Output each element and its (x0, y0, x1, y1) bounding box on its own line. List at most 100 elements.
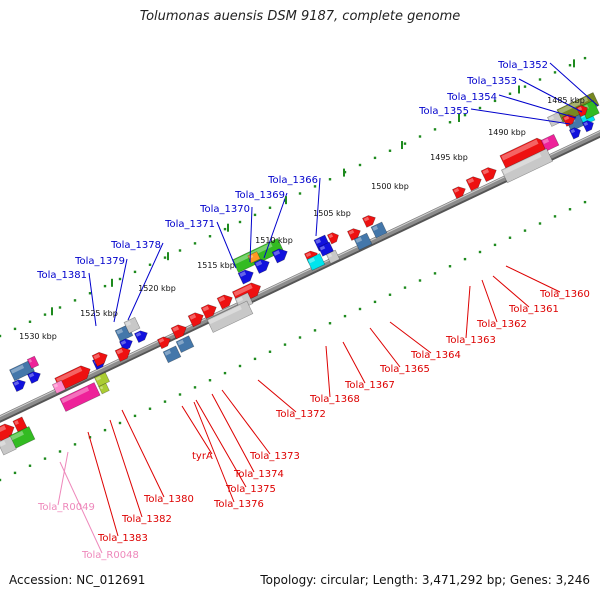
tick-dot (253, 357, 257, 361)
tick-dot (118, 277, 122, 281)
tick-dot (193, 386, 197, 389)
tick-dot (298, 192, 302, 195)
gene-feature (98, 382, 110, 395)
leader-line (221, 389, 271, 455)
gene-feature (370, 221, 388, 239)
kbp-label: 1485 kbp (547, 96, 585, 105)
tick-dot (43, 313, 47, 316)
rna-label: Tola_R0049 (37, 502, 95, 513)
gene-feature-body (27, 371, 41, 384)
gene-feature-shine (202, 305, 210, 312)
gene-feature-body (170, 324, 187, 340)
leader-line (216, 221, 237, 269)
tick-dot (553, 215, 557, 218)
gene-feature (51, 379, 67, 395)
tick-dot (118, 421, 122, 425)
gene-feature-body (347, 228, 361, 241)
gene-feature-body (123, 316, 141, 334)
gene-feature (187, 312, 204, 328)
gene-feature-shine (239, 271, 247, 277)
tick-dot (463, 113, 467, 117)
gene-feature (271, 248, 288, 264)
gene-label-plus: Tola_1369 (234, 190, 285, 201)
gene-feature-body (271, 248, 288, 264)
tick-dot (388, 293, 392, 296)
tick-dot (133, 414, 137, 418)
tick-dot (493, 99, 497, 103)
gene-feature (157, 336, 171, 350)
leader-line (518, 78, 583, 113)
gene-feature (91, 351, 108, 367)
tick-dot (148, 263, 152, 266)
gene-feature-shine (355, 237, 363, 243)
kbp-label: 1515 kbp (197, 261, 235, 270)
gene-feature-shine (172, 326, 180, 332)
leader-line (263, 192, 288, 259)
kbp-label: 1490 kbp (488, 128, 526, 137)
gene-feature (465, 176, 482, 192)
gene-feature-body (98, 382, 110, 395)
gene-feature-body (9, 360, 35, 382)
gene-features (0, 92, 600, 456)
tick-dot (403, 286, 407, 289)
gene-feature-shine (548, 115, 555, 121)
gene-feature (568, 127, 581, 140)
leader-line (57, 451, 69, 506)
tick-dot (223, 371, 227, 375)
tick-dot (148, 407, 152, 410)
gene-feature-body (581, 120, 594, 133)
gene-feature (162, 345, 182, 364)
tick-dot (523, 85, 527, 88)
gene-feature-body (162, 345, 182, 364)
tick-dot (478, 106, 482, 110)
gene-feature (123, 316, 141, 334)
gene-feature-body (306, 253, 326, 271)
leader-line (492, 275, 530, 308)
gene-feature-shine (363, 216, 370, 222)
tick-dot (178, 393, 182, 396)
backbone-line (0, 130, 600, 421)
gene-label-plus: Tola_1352 (497, 60, 548, 71)
tick-dot (463, 257, 467, 261)
gene-feature-shine (53, 383, 59, 388)
gene-feature-body (452, 186, 466, 199)
leader-lines (57, 62, 599, 554)
gene-feature-shine (14, 420, 19, 425)
gene-feature (114, 347, 131, 362)
gene-feature-shine (116, 348, 124, 355)
gene-feature-body (325, 249, 341, 264)
gene-feature (9, 360, 35, 382)
gene-labels: Tola_1352 Tola_1353 Tola_1354 Tola_1355 Tola… (36, 60, 590, 561)
gene-label-minus: Tola_1374 (233, 469, 284, 480)
gene-feature-body (200, 304, 217, 320)
tick-dot (0, 334, 2, 338)
gene-feature-shine (372, 225, 379, 231)
gene-feature-body (91, 351, 108, 367)
gene-label-minus: Tola_1364 (410, 350, 461, 361)
tick-dot (583, 200, 587, 204)
leader-line (193, 401, 235, 503)
tick-dot (178, 249, 182, 252)
leader-line (342, 341, 366, 384)
gene-feature-shine (0, 425, 7, 433)
genome-backbone (0, 130, 600, 423)
gene-label-minus: Tola_1373 (249, 451, 300, 462)
gene-feature-body (370, 221, 388, 239)
gene-feature-shine (218, 296, 226, 302)
gene-feature (452, 186, 466, 199)
gene-feature-shine (125, 320, 132, 327)
gene-feature-shine (28, 358, 33, 363)
tick-dot (208, 235, 212, 238)
tick-dot (433, 272, 437, 275)
gene-feature-body (134, 330, 148, 344)
gene-feature (26, 355, 40, 369)
kbp-label: 1530 kbp (19, 332, 57, 341)
gene-feature-body (253, 259, 270, 274)
tick-dot (508, 92, 512, 95)
tick-dot (73, 443, 77, 446)
kbp-label: 1510 kbp (255, 236, 293, 245)
gene-label-minus: Tola_1383 (97, 533, 148, 544)
leader-line (505, 265, 561, 293)
tick-dot (238, 364, 242, 368)
